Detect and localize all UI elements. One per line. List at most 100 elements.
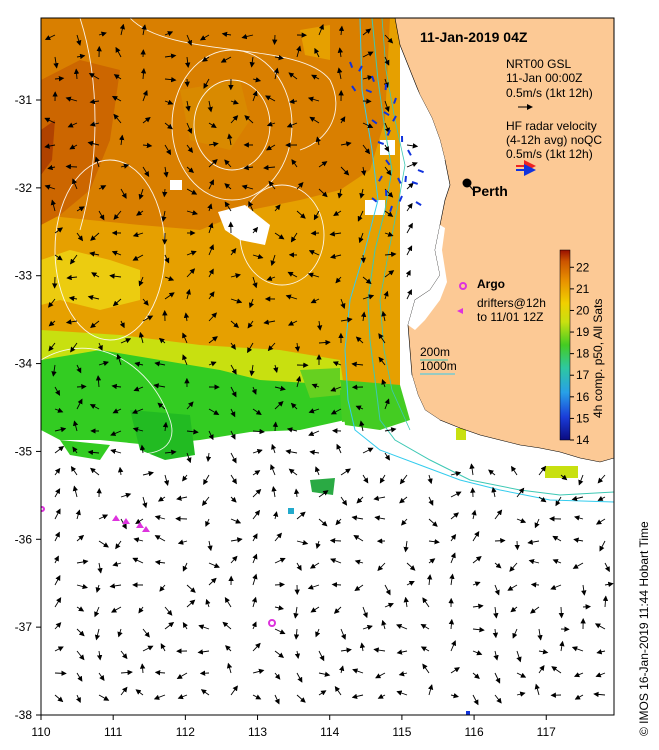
velocity-arrow: [265, 95, 276, 102]
velocity-arrow: [185, 100, 191, 112]
velocity-arrow: [230, 99, 239, 105]
velocity-arrow: [186, 188, 198, 195]
velocity-arrow: [182, 354, 188, 366]
velocity-arrow: [113, 74, 122, 80]
velocity-arrow: [132, 427, 144, 433]
velocity-arrow: [207, 100, 213, 113]
velocity-arrow: [97, 562, 103, 574]
velocity-arrow: [318, 650, 325, 662]
velocity-arrow: [65, 163, 78, 170]
velocity-arrow: [164, 449, 177, 455]
velocity-arrow: [351, 515, 364, 521]
velocity-arrow: [362, 447, 374, 454]
velocity-arrow: [318, 490, 329, 498]
velocity-arrow: [360, 166, 367, 176]
velocity-arrow: [527, 539, 540, 545]
y-tick-label: -34: [15, 357, 33, 371]
velocity-arrow: [352, 668, 364, 674]
x-tick-label: 117: [537, 725, 556, 739]
velocity-arrow: [384, 584, 391, 596]
velocity-arrow: [316, 320, 323, 331]
velocity-arrow: [572, 562, 584, 569]
velocity-arrow: [362, 28, 372, 36]
velocity-arrow: [406, 289, 412, 300]
velocity-arrow: [230, 342, 236, 350]
velocity-arrow: [72, 446, 78, 454]
velocity-arrow: [142, 645, 154, 652]
velocity-arrow: [448, 618, 455, 630]
velocity-arrow: [362, 606, 368, 619]
velocity-arrow: [596, 649, 606, 655]
y-tick-label: -35: [15, 444, 33, 458]
argo-floats: [41, 506, 276, 627]
velocity-arrow: [94, 156, 100, 168]
velocity-arrow: [362, 624, 373, 631]
velocity-arrow: [54, 575, 61, 586]
velocity-arrow: [310, 606, 320, 613]
velocity-arrow: [177, 539, 188, 545]
velocity-arrow: [450, 533, 457, 542]
velocity-arrow: [330, 386, 342, 392]
velocity-arrow: [176, 672, 188, 679]
velocity-arrow: [249, 56, 255, 68]
velocity-arrow: [247, 342, 254, 354]
velocity-arrow: [67, 122, 78, 128]
velocity-arrow: [98, 694, 110, 701]
velocity-arrow: [48, 342, 56, 352]
radar-arrow: [385, 159, 391, 166]
velocity-arrow: [244, 115, 254, 124]
velocity-arrow: [289, 98, 298, 105]
velocity-arrow: [162, 421, 169, 432]
velocity-arrow: [241, 184, 254, 190]
radar-arrow: [389, 205, 393, 213]
velocity-arrow: [359, 642, 366, 652]
velocity-arrow: [76, 672, 83, 682]
velocity-arrow: [493, 606, 499, 619]
velocity-arrow: [200, 689, 210, 696]
y-tick-label: -33: [15, 269, 33, 283]
radar-arrow: [392, 115, 397, 122]
velocity-arrow: [208, 268, 214, 278]
velocity-arrow: [185, 288, 191, 300]
velocity-arrow: [251, 596, 258, 608]
velocity-arrow: [383, 290, 389, 300]
velocity-arrow: [158, 337, 166, 344]
velocity-arrow: [294, 342, 301, 352]
velocity-arrow: [340, 647, 352, 653]
velocity-arrow: [252, 509, 261, 520]
velocity-arrow: [296, 45, 302, 58]
velocity-arrow: [154, 535, 166, 542]
velocity-arrow: [230, 247, 237, 256]
velocity-arrow: [356, 496, 364, 504]
colorbar-tick-label: 22: [576, 260, 590, 274]
velocity-arrow: [95, 584, 101, 593]
velocity-arrow: [119, 23, 126, 36]
velocity-arrow: [208, 158, 218, 168]
velocity-arrow: [422, 597, 430, 608]
velocity-arrow: [273, 67, 280, 80]
hf-radar-velocity-arrows: [349, 61, 424, 213]
velocity-arrow: [339, 665, 345, 674]
velocity-arrow: [153, 694, 166, 700]
velocity-arrow: [132, 231, 144, 238]
radar-arrow: [378, 175, 383, 182]
velocity-arrow: [384, 231, 394, 237]
velocity-arrow: [330, 558, 342, 564]
velocity-arrow: [249, 364, 255, 377]
velocity-arrow: [89, 121, 100, 127]
velocity-arrow: [578, 474, 584, 486]
velocity-arrow: [252, 77, 262, 83]
velocity-arrow: [142, 628, 150, 638]
velocity-arrow: [182, 474, 188, 482]
velocity-arrow: [270, 464, 276, 476]
velocity-arrow: [472, 531, 480, 542]
velocity-arrow: [186, 144, 194, 154]
velocity-arrow: [493, 650, 499, 661]
velocity-arrow: [379, 474, 386, 484]
velocity-arrow: [274, 557, 286, 564]
velocity-arrow: [383, 78, 389, 89]
velocity-arrow: [135, 518, 144, 524]
radar-arrow: [398, 195, 403, 202]
velocity-arrow: [203, 78, 210, 89]
velocity-arrow: [381, 619, 387, 630]
